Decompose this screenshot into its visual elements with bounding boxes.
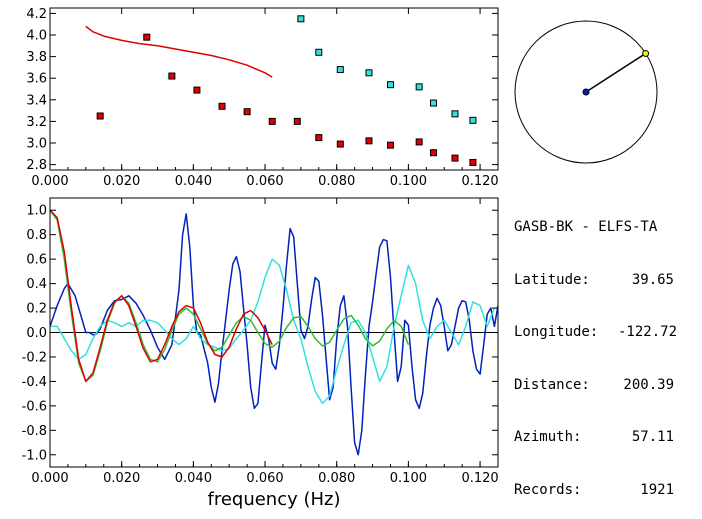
info-label: Distance: [514,376,590,393]
marker-red-5 [243,108,251,116]
info-row-azimuth: Azimuth: 57.11 [514,429,674,447]
y-tick-label: -0.8 [22,424,47,439]
marker-red-11 [386,141,394,149]
y-tick-label: -0.6 [22,399,47,414]
info-label: Longitude: [514,324,599,340]
marker-red-14 [451,154,459,162]
y-tick-label: 1.0 [26,204,47,219]
y-tick-label: 3.0 [26,137,47,152]
marker-cyan-2 [336,66,344,74]
y-tick-label: -0.2 [22,350,47,365]
azimuth-needle [585,52,647,93]
info-value: 39.65 [631,271,674,288]
y-tick-label: 2.8 [26,158,47,173]
info-row-records: Records: 1921 [514,482,674,500]
marker-red-15 [469,158,477,166]
marker-cyan-4 [386,81,394,89]
azimuth-dial [514,20,658,164]
marker-red-12 [415,138,423,146]
x-tick-label: 0.060 [246,174,283,189]
series-line-navy [50,213,498,456]
info-value: 57.11 [631,429,674,445]
marker-cyan-7 [451,110,459,118]
marker-cyan-3 [365,69,373,77]
x-axis-label: frequency (Hz) [207,489,340,510]
x-tick-label: 0.100 [390,174,427,189]
correlation-plot: 0.000 0.020 0.040 0.060 0.080 0.100 0.120 1.0 0.… [22,197,499,510]
x-tick-label: 0.040 [175,471,212,486]
x-tick-label: 0.060 [246,471,283,486]
x-tick-label: 0.080 [318,471,355,486]
y-tick-label: 3.2 [26,115,47,130]
y-tick-label: 0.2 [26,302,47,317]
info-label: Latitude: [514,271,590,288]
series-line-red [85,25,273,78]
marker-red-6 [268,117,276,125]
info-row-longitude: Longitude: -122.72 [514,324,678,342]
x-tick-label: 0.120 [461,174,498,189]
dial-circle [514,20,658,164]
x-tick-label: 0.100 [390,471,427,486]
y-tick-label: -1.0 [22,448,47,463]
info-value: -122.72 [618,324,678,340]
marker-red-4 [218,102,226,110]
y-tick-label: -0.4 [22,375,47,390]
station-info-panel: GASB-BK - ELFS-TA Latitude: 39.65 Longitu… [514,184,678,517]
x-tick-label: 0.000 [31,174,68,189]
y-tick-label: 0.6 [26,253,47,268]
y-tick-label: 4.0 [26,29,47,44]
plot-area [50,209,498,456]
x-tick-label: 0.080 [318,174,355,189]
marker-red-13 [429,149,437,157]
x-tick-label: 0.120 [461,471,498,486]
y-tick-label: 3.8 [26,50,47,65]
marker-cyan-1 [315,48,323,56]
azimuth-end-dot [642,49,650,57]
y-tick-label: 0.8 [26,228,47,243]
plot-frame [49,7,499,171]
marker-red-10 [365,137,373,145]
x-tick-label: 0.020 [103,174,140,189]
marker-cyan-0 [297,15,305,23]
marker-red-7 [293,117,301,125]
info-row-latitude: Latitude: 39.65 [514,272,674,290]
station-pair-label: GASB-BK - ELFS-TA [514,219,658,235]
marker-cyan-6 [429,99,437,107]
x-tick-label: 0.040 [175,174,212,189]
info-value: 1921 [640,481,674,498]
marker-cyan-8 [469,116,477,124]
marker-red-3 [193,86,201,94]
info-label: Records: [514,481,582,498]
y-tick-label: 3.4 [26,93,47,108]
marker-red-2 [168,72,176,80]
y-tick-label: 4.2 [26,7,47,22]
series-line-cyan [50,258,496,405]
marker-red-9 [336,140,344,148]
marker-red-8 [315,134,323,142]
info-row-distance: Distance: 200.39 [514,377,674,395]
marker-cyan-5 [415,83,423,91]
series-line-red [50,209,273,383]
dispersion-plot: 0.000 0.020 0.040 0.060 0.080 0.100 0.120 2.8 3.… [26,7,498,189]
marker-red-0 [96,112,104,120]
x-tick-label: 0.020 [103,471,140,486]
info-value: 200.39 [623,376,674,393]
plot-area [85,15,477,166]
marker-red-1 [143,33,151,41]
y-tick-label: 0.4 [26,277,47,292]
y-tick-label: 3.6 [26,72,47,87]
info-label: Azimuth: [514,429,582,445]
y-tick-label: 0.0 [26,326,47,341]
dial-center-dot [582,88,590,96]
x-tick-label: 0.000 [31,471,68,486]
